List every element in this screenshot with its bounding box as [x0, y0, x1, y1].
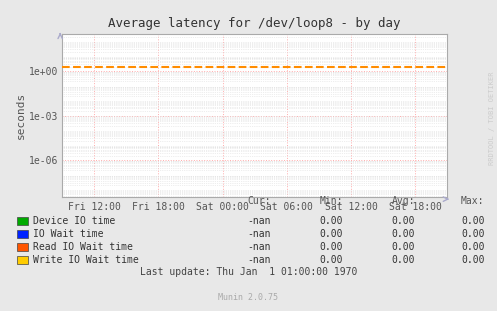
Text: Min:: Min:: [320, 196, 343, 206]
Title: Average latency for /dev/loop8 - by day: Average latency for /dev/loop8 - by day: [108, 17, 401, 30]
Text: 0.00: 0.00: [461, 229, 485, 239]
Text: 0.00: 0.00: [320, 229, 343, 239]
Text: -nan: -nan: [248, 242, 271, 252]
Text: Avg:: Avg:: [392, 196, 415, 206]
Text: Cur:: Cur:: [248, 196, 271, 206]
Text: 0.00: 0.00: [320, 216, 343, 226]
Text: -nan: -nan: [248, 255, 271, 265]
Text: Write IO Wait time: Write IO Wait time: [33, 255, 139, 265]
Text: 0.00: 0.00: [320, 242, 343, 252]
Text: -nan: -nan: [248, 229, 271, 239]
Text: RRDTOOL / TOBI OETIKER: RRDTOOL / TOBI OETIKER: [489, 72, 495, 165]
Text: 0.00: 0.00: [320, 255, 343, 265]
Text: 0.00: 0.00: [392, 242, 415, 252]
Text: Last update: Thu Jan  1 01:00:00 1970: Last update: Thu Jan 1 01:00:00 1970: [140, 267, 357, 277]
Text: 0.00: 0.00: [392, 255, 415, 265]
Text: Device IO time: Device IO time: [33, 216, 115, 226]
Text: Read IO Wait time: Read IO Wait time: [33, 242, 133, 252]
Text: IO Wait time: IO Wait time: [33, 229, 103, 239]
Text: 0.00: 0.00: [461, 242, 485, 252]
Text: 0.00: 0.00: [461, 255, 485, 265]
Text: Munin 2.0.75: Munin 2.0.75: [219, 293, 278, 302]
Text: 0.00: 0.00: [392, 229, 415, 239]
Text: 0.00: 0.00: [392, 216, 415, 226]
Text: 0.00: 0.00: [461, 216, 485, 226]
Text: -nan: -nan: [248, 216, 271, 226]
Text: Max:: Max:: [461, 196, 485, 206]
Y-axis label: seconds: seconds: [16, 92, 26, 139]
